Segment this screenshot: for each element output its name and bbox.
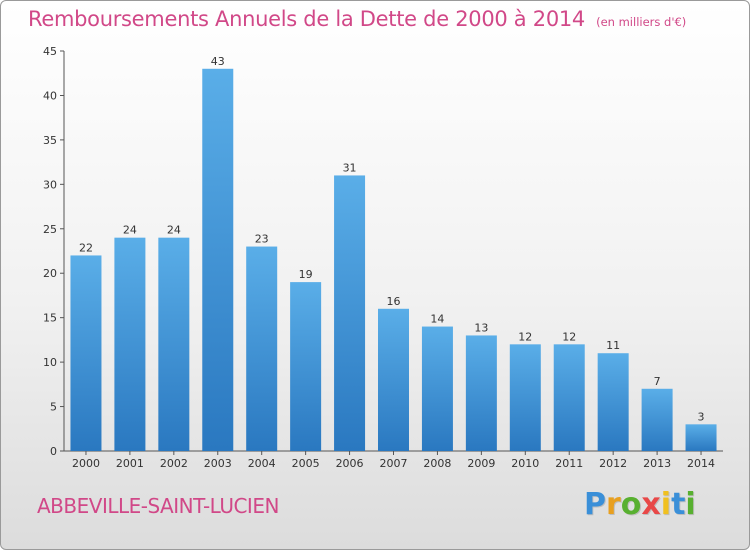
y-tick-label: 30 <box>43 178 57 191</box>
y-tick-label: 45 <box>43 45 57 58</box>
bar-2011 <box>553 344 585 451</box>
y-tick-label: 15 <box>43 312 57 325</box>
logo-letter: P <box>584 487 606 522</box>
data-label-2007: 16 <box>387 295 401 308</box>
y-tick-label: 10 <box>43 356 57 369</box>
y-tick-label: 35 <box>43 134 57 147</box>
x-tick-label: 2013 <box>643 457 671 470</box>
bar-2002 <box>158 237 190 451</box>
data-label-2005: 19 <box>299 268 313 281</box>
logo-letter: x <box>641 487 661 522</box>
data-label-2012: 11 <box>606 339 620 352</box>
x-tick-label: 2002 <box>160 457 188 470</box>
data-label-2011: 12 <box>562 330 576 343</box>
data-label-2004: 23 <box>255 233 269 246</box>
bar-layer: 22 24 24 43 23 19 31 16 14 13 12 12 11 7 3 <box>70 55 717 452</box>
x-tick-label: 2010 <box>511 457 539 470</box>
x-tick-label: 2011 <box>555 457 583 470</box>
bar-2007 <box>378 308 409 451</box>
y-tick-label: 5 <box>50 401 57 414</box>
bar-2009 <box>465 335 497 451</box>
bar-2001 <box>114 237 146 451</box>
title-block: Remboursements Annuels de la Dette de 20… <box>28 7 686 31</box>
bar-2005 <box>290 282 322 451</box>
y-tick-label: 0 <box>50 445 57 458</box>
bar-2014 <box>685 424 717 451</box>
data-label-2013: 7 <box>654 375 661 388</box>
x-tick-label: 2012 <box>599 457 627 470</box>
x-tick-label: 2004 <box>248 457 276 470</box>
x-tick-label: 2014 <box>687 457 715 470</box>
bar-2003 <box>202 68 234 452</box>
chart-subtitle: (en milliers d'€) <box>596 15 687 29</box>
y-tick-label: 20 <box>43 267 57 280</box>
axis-layer: 0 5 10 15 20 25 30 35 40 45 2000 2001 2002 2003 2004 20… <box>43 45 723 470</box>
data-label-2000: 22 <box>79 241 93 254</box>
bar-2000 <box>70 255 102 451</box>
x-tick-label: 2001 <box>116 457 144 470</box>
data-label-2006: 31 <box>343 161 357 174</box>
data-label-2003: 43 <box>211 55 225 68</box>
data-label-2014: 3 <box>698 410 705 423</box>
data-label-2008: 14 <box>430 313 444 326</box>
logo-letter: t <box>671 487 686 522</box>
x-tick-label: 2009 <box>467 457 495 470</box>
bar-2008 <box>421 326 453 451</box>
logo-letter: i <box>660 487 672 522</box>
commune-name: ABBEVILLE-SAINT-LUCIEN <box>37 494 279 518</box>
chart-title: Remboursements Annuels de la Dette de 20… <box>28 7 585 31</box>
proxiti-logo: Proxiti <box>584 487 696 522</box>
data-label-2010: 12 <box>518 330 532 343</box>
x-tick-label: 2000 <box>72 457 100 470</box>
bar-2013 <box>641 388 673 451</box>
bar-2004 <box>246 246 278 451</box>
x-tick-label: 2006 <box>336 457 364 470</box>
data-label-2002: 24 <box>167 224 181 237</box>
bar-2012 <box>597 353 629 451</box>
logo-letter: o <box>620 487 642 522</box>
logo-letter: i <box>685 487 696 522</box>
y-tick-label: 40 <box>43 89 57 102</box>
bar-2006 <box>334 175 366 451</box>
y-tick-label: 25 <box>43 223 57 236</box>
x-tick-label: 2008 <box>423 457 451 470</box>
bar-2010 <box>509 344 541 451</box>
x-tick-label: 2007 <box>380 457 408 470</box>
data-label-2009: 13 <box>474 321 488 334</box>
data-label-2001: 24 <box>123 224 137 237</box>
x-tick-label: 2005 <box>292 457 320 470</box>
logo-letter: r <box>606 487 621 522</box>
x-tick-label: 2003 <box>204 457 232 470</box>
